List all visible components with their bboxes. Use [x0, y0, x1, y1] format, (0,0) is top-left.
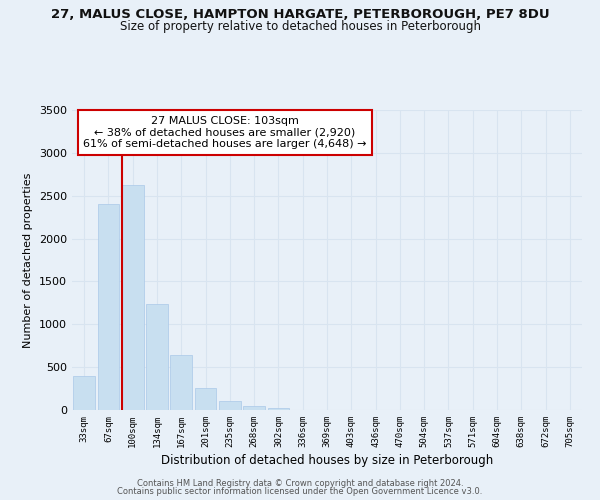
Text: Size of property relative to detached houses in Peterborough: Size of property relative to detached ho… — [119, 20, 481, 33]
Text: 27 MALUS CLOSE: 103sqm
← 38% of detached houses are smaller (2,920)
61% of semi-: 27 MALUS CLOSE: 103sqm ← 38% of detached… — [83, 116, 367, 149]
Bar — [73, 376, 95, 410]
X-axis label: Distribution of detached houses by size in Peterborough: Distribution of detached houses by size … — [161, 454, 493, 467]
Bar — [268, 408, 289, 410]
Bar — [219, 401, 241, 410]
Bar — [122, 186, 143, 410]
Y-axis label: Number of detached properties: Number of detached properties — [23, 172, 34, 348]
Bar — [146, 304, 168, 410]
Bar — [194, 388, 217, 410]
Text: Contains public sector information licensed under the Open Government Licence v3: Contains public sector information licen… — [118, 487, 482, 496]
Bar — [243, 406, 265, 410]
Bar — [170, 355, 192, 410]
Text: 27, MALUS CLOSE, HAMPTON HARGATE, PETERBOROUGH, PE7 8DU: 27, MALUS CLOSE, HAMPTON HARGATE, PETERB… — [50, 8, 550, 20]
Bar — [97, 204, 119, 410]
Text: Contains HM Land Registry data © Crown copyright and database right 2024.: Contains HM Land Registry data © Crown c… — [137, 478, 463, 488]
